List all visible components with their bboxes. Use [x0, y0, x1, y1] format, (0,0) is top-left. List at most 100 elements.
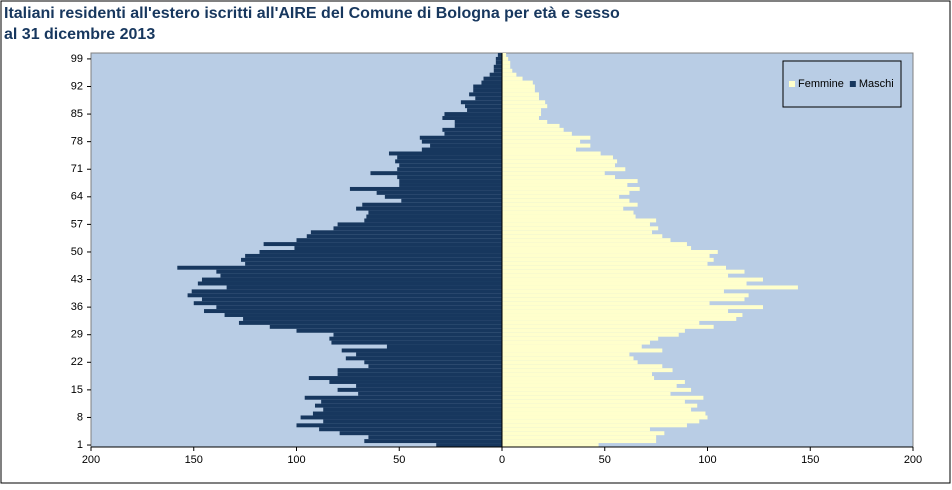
bar [502, 257, 714, 262]
bar [333, 332, 502, 337]
bar [502, 238, 671, 243]
bar [245, 261, 502, 266]
bar [238, 320, 502, 325]
bar [502, 175, 616, 180]
bar [306, 234, 502, 239]
bar [300, 415, 502, 420]
legend-box [782, 60, 902, 108]
bar [339, 431, 502, 436]
bar [201, 297, 502, 302]
bar [187, 293, 502, 298]
bar [259, 250, 502, 254]
bar [502, 265, 726, 270]
legend-label: Femmine [798, 78, 844, 90]
bar [502, 218, 657, 223]
y-tick-label: 43 [71, 273, 83, 285]
bar [201, 277, 502, 282]
y-tick-label: 57 [71, 218, 83, 230]
bar [368, 210, 502, 215]
bar [502, 92, 539, 97]
bar [502, 305, 763, 310]
bar [502, 198, 630, 203]
bar [502, 202, 638, 207]
bar [502, 135, 591, 140]
bar [460, 100, 502, 105]
bar [502, 190, 630, 195]
bar [489, 72, 502, 77]
bar [263, 242, 502, 247]
bar [370, 171, 502, 176]
bar [502, 380, 685, 384]
bar [364, 218, 502, 223]
bar [502, 391, 671, 396]
bar [502, 328, 685, 333]
bar [502, 234, 663, 239]
bar [467, 108, 502, 113]
bar [323, 407, 502, 412]
bar [436, 443, 502, 447]
bar [502, 159, 618, 164]
bar [502, 147, 576, 152]
bar [329, 336, 502, 341]
bar [502, 131, 572, 136]
bar [502, 139, 581, 144]
bar [312, 411, 502, 416]
bar [502, 324, 714, 329]
bar [193, 301, 502, 306]
bar [481, 80, 502, 85]
bar [502, 360, 638, 365]
bar [502, 100, 546, 105]
bar [502, 210, 634, 215]
bar [502, 206, 624, 211]
chart-title: al 31 dicembre 2013 [4, 26, 155, 43]
bar [177, 265, 502, 270]
y-tick-label: 36 [71, 301, 83, 313]
bar [356, 206, 502, 211]
bar [502, 273, 729, 278]
bar [502, 356, 634, 361]
bar [345, 356, 502, 361]
bar [337, 222, 502, 227]
bar [497, 53, 502, 57]
legend-label: Maschi [859, 78, 894, 90]
bar [399, 163, 502, 168]
bar [502, 383, 677, 388]
bar [475, 96, 502, 101]
bar [216, 305, 503, 310]
legend-swatch [789, 81, 795, 87]
bar [364, 360, 502, 365]
bar [241, 257, 502, 262]
bar [319, 427, 502, 432]
bar [502, 179, 638, 184]
y-tick-label: 8 [77, 411, 83, 423]
bar [502, 277, 763, 282]
bar [362, 202, 502, 207]
bar [444, 112, 502, 117]
bar [397, 167, 502, 172]
bar [502, 411, 706, 416]
bar [337, 368, 502, 373]
bar [356, 352, 502, 357]
bar [502, 427, 650, 432]
bar [502, 214, 636, 219]
bar [502, 171, 605, 176]
bar [454, 123, 502, 128]
bar [473, 84, 502, 89]
bar [502, 163, 616, 168]
bar [502, 167, 626, 172]
bar [304, 395, 502, 400]
bar [502, 403, 698, 408]
bar [204, 309, 502, 314]
bar [310, 230, 502, 235]
x-tick-label: 150 [185, 454, 203, 466]
bar [337, 372, 502, 377]
bar [502, 316, 737, 321]
bar [419, 135, 502, 140]
bar [502, 407, 692, 412]
bar [399, 183, 502, 187]
x-tick-label: 0 [499, 454, 505, 466]
bar [502, 313, 743, 317]
bar [502, 53, 507, 57]
bar [502, 80, 533, 85]
